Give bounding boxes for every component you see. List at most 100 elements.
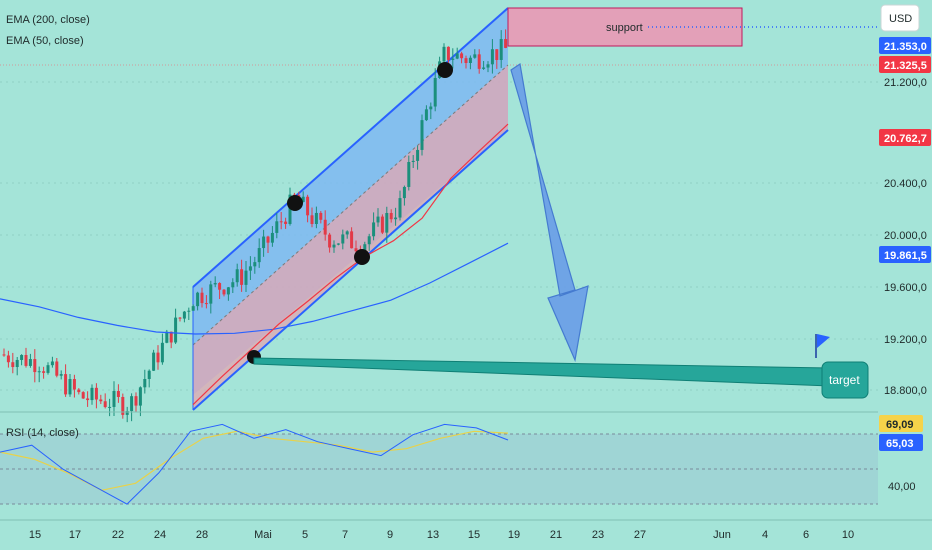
candle-body (103, 401, 107, 408)
candle-body (306, 196, 310, 216)
date-tick: 7 (342, 529, 348, 541)
date-tick: Mai (254, 529, 272, 541)
candle-body (284, 221, 288, 224)
candle-body (196, 292, 200, 307)
candle-body (385, 212, 389, 233)
currency-button[interactable] (880, 4, 920, 32)
date-tick: 19 (508, 529, 520, 541)
date-tick: 22 (112, 529, 124, 541)
candle-body (50, 361, 54, 366)
candle-body (372, 222, 376, 237)
candle-body (152, 352, 156, 371)
candle-body (394, 217, 398, 220)
candle-body (482, 67, 486, 69)
candle-body (464, 58, 468, 64)
date-tick: 17 (69, 529, 81, 541)
price-tag-value: 21.325,5 (884, 60, 927, 72)
candle-body (191, 306, 195, 311)
candle-body (424, 109, 428, 121)
candle-body (389, 212, 393, 220)
candle-body (33, 359, 37, 373)
candle-body (6, 355, 10, 363)
support-label: support (606, 22, 643, 34)
candle-body (213, 283, 217, 285)
candle-body (490, 49, 494, 65)
candle-body (46, 365, 50, 373)
candle-body (2, 354, 6, 356)
date-tick: 9 (387, 529, 393, 541)
rsi-ma-line (0, 430, 509, 491)
candle-body (354, 248, 358, 252)
candle-body (495, 49, 499, 60)
date-tick: 21 (550, 529, 562, 541)
price-tick: 19.600,0 (884, 282, 927, 294)
candle-body (209, 284, 213, 304)
candle-body (248, 266, 252, 271)
date-tick: 4 (762, 529, 768, 541)
candle-body (68, 379, 72, 395)
candle-body (319, 212, 323, 220)
candle-body (341, 234, 345, 244)
pivot-marker (354, 249, 370, 265)
candle-body (28, 359, 32, 366)
candle-body (446, 46, 450, 60)
candle-body (367, 236, 371, 245)
price-tick: 20.000,0 (884, 230, 927, 242)
candle-body (112, 391, 116, 407)
candle-body (72, 379, 76, 390)
ema200-line (0, 242, 509, 335)
candle-body (235, 269, 239, 283)
date-tick: Jun (713, 529, 731, 541)
flag-icon (815, 334, 830, 358)
candle-body (262, 236, 266, 249)
candle-body (336, 243, 340, 245)
candle-body (90, 387, 94, 401)
candle-body (486, 64, 490, 68)
date-tick: 23 (592, 529, 604, 541)
candle-body (134, 396, 138, 406)
date-tick: 24 (154, 529, 166, 541)
channel-mid-line (192, 64, 509, 346)
target-box (821, 361, 869, 399)
price-tag-value: 20.762,7 (884, 133, 927, 145)
candle-body (429, 106, 433, 110)
candle-body (499, 39, 503, 60)
rsi-tick: 40,00 (888, 481, 916, 493)
candle-body (350, 231, 354, 249)
candle-body (125, 411, 129, 415)
date-tick: 13 (427, 529, 439, 541)
candle-body (301, 196, 305, 203)
candle-body (398, 198, 402, 218)
candle-body (270, 232, 274, 243)
candle-body (442, 46, 446, 62)
candle-body (288, 194, 292, 224)
currency-label[interactable]: USD (889, 13, 912, 25)
candle-body (451, 58, 455, 60)
candle-body (240, 269, 244, 285)
candle-body (376, 216, 380, 223)
candle-body (200, 292, 204, 304)
candle-body (59, 374, 63, 376)
date-tick: 5 (302, 529, 308, 541)
candle-body (323, 219, 327, 235)
candle-body (279, 221, 283, 223)
ema200-legend: EMA (200, close) (6, 14, 90, 26)
date-tick: 28 (196, 529, 208, 541)
candle-body (328, 234, 332, 248)
date-tick: 10 (842, 529, 854, 541)
pivot-marker (437, 62, 453, 78)
candle-body (363, 244, 367, 255)
price-tag-value: 19.861,5 (884, 250, 927, 262)
candle-body (116, 391, 120, 397)
ema50-legend: EMA (50, close) (6, 35, 84, 47)
rsi-tag-1: 69,09 (879, 415, 923, 432)
candle-body (160, 342, 164, 363)
price-tick: 20.400,0 (884, 178, 927, 190)
candle-body (64, 374, 68, 395)
candle-body (15, 359, 19, 368)
candle-body (99, 399, 103, 402)
candle-body (380, 216, 384, 233)
candle-body (178, 317, 182, 319)
candle-body (332, 244, 336, 248)
price-tick: 21.200,0 (884, 77, 927, 89)
